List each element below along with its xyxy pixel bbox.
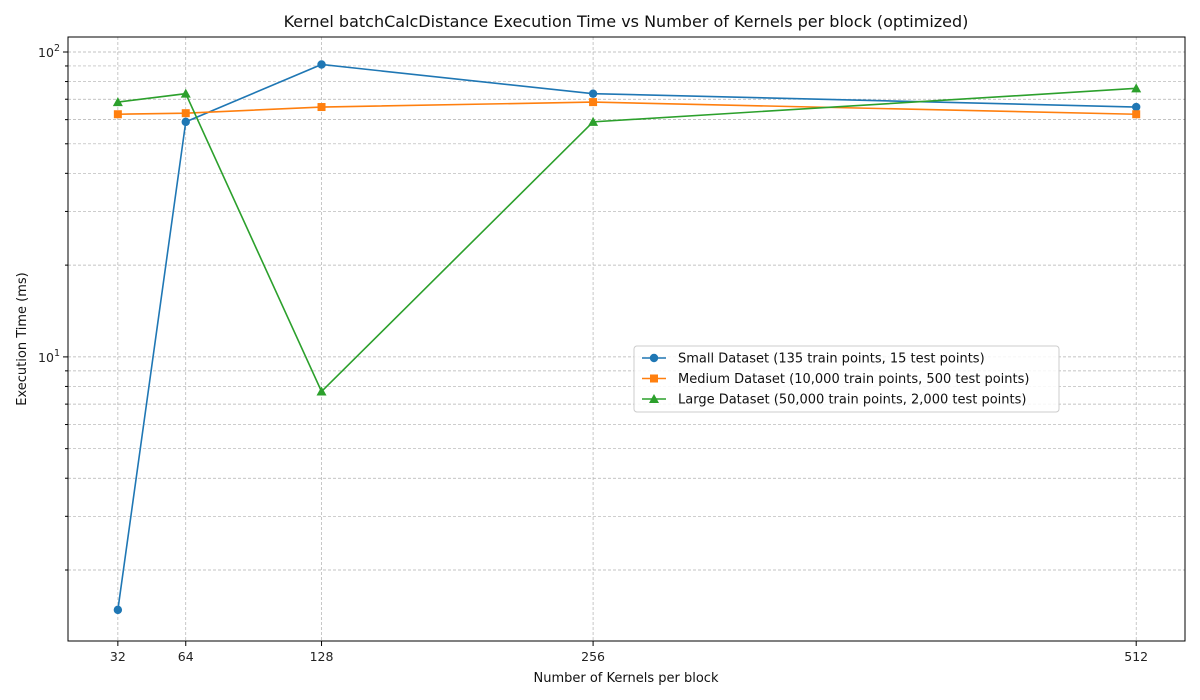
y-axis: 101 102	[38, 43, 68, 571]
legend-label: Small Dataset (135 train points, 15 test…	[678, 352, 985, 367]
legend-label: Large Dataset (50,000 train points, 2,00…	[678, 393, 1026, 408]
x-tick-label: 256	[581, 649, 605, 664]
x-axis-label: Number of Kernels per block	[534, 671, 719, 686]
x-tick-label: 64	[178, 649, 194, 664]
data-point	[181, 117, 190, 127]
x-tick-label: 128	[310, 649, 334, 664]
y-tick-label: 102	[38, 43, 60, 60]
x-tick-label: 512	[1124, 649, 1148, 664]
data-point	[1132, 110, 1141, 119]
legend: Small Dataset (135 train points, 15 test…	[633, 345, 1060, 413]
data-point	[113, 605, 123, 615]
series-line	[117, 63, 1137, 610]
data-point	[1132, 102, 1141, 112]
data-point	[589, 98, 598, 107]
data-point	[588, 89, 598, 98]
chart-title: Kernel batchCalcDistance Execution Time …	[284, 12, 969, 31]
legend-entry: Small Dataset (135 train points, 15 test…	[642, 352, 985, 367]
data-point	[588, 116, 599, 126]
legend-marker	[649, 394, 659, 403]
y-axis-label: Execution Time (ms)	[15, 272, 30, 405]
series	[112, 60, 1142, 615]
data-point	[317, 60, 326, 69]
legend-entry: Large Dataset (50,000 train points, 2,00…	[642, 393, 1026, 408]
series-3	[112, 83, 1142, 396]
legend-frame	[633, 345, 1060, 413]
legend-marker	[650, 374, 658, 383]
legend-marker	[649, 353, 659, 363]
series-2	[113, 98, 1141, 119]
data-point	[180, 88, 191, 98]
data-point	[113, 110, 122, 119]
legend-entry: Medium Dataset (10,000 train points, 500…	[642, 372, 1029, 387]
data-point	[1131, 83, 1142, 93]
plot-area-frame	[67, 36, 1186, 642]
data-point	[112, 97, 123, 107]
x-axis: 32 64 128 256 512	[110, 641, 1148, 664]
grid	[68, 37, 1185, 641]
y-tick-label: 101	[38, 348, 60, 365]
x-tick-label: 32	[110, 649, 126, 664]
data-point	[317, 103, 326, 112]
series-1	[113, 60, 1141, 615]
data-point	[316, 386, 327, 396]
data-point	[181, 109, 190, 118]
legend-label: Medium Dataset (10,000 train points, 500…	[678, 372, 1029, 387]
